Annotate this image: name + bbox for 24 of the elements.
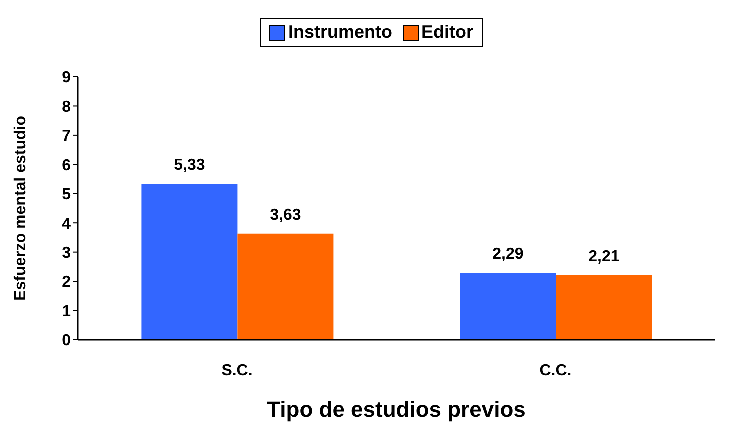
x-tick-label: C.C. <box>540 362 572 380</box>
bar <box>556 275 652 340</box>
y-axis-title: Esfuerzo mental estudio <box>12 116 30 301</box>
bar <box>460 273 556 340</box>
data-label: 5,33 <box>174 157 206 174</box>
y-tick-label: 2 <box>62 274 72 292</box>
bar <box>238 234 334 340</box>
data-label: 2,29 <box>492 246 524 264</box>
data-label: 2,21 <box>588 248 620 266</box>
bar <box>142 184 238 340</box>
y-tick-label: 3 <box>62 245 72 262</box>
y-tick-label: 0 <box>62 332 72 350</box>
x-axis-title: Tipo de estudios previos <box>267 397 526 422</box>
y-tick-label: 4 <box>62 216 72 233</box>
y-tick-label: 9 <box>62 70 72 87</box>
x-tick-label: S.C. <box>222 362 253 380</box>
legend-label: Editor <box>420 22 474 43</box>
y-tick-label: 7 <box>62 128 72 146</box>
y-tick-label: 8 <box>62 98 72 116</box>
y-tick-label: 5 <box>62 186 72 204</box>
y-tick-label: 1 <box>62 303 72 320</box>
y-tick-label: 6 <box>62 157 72 174</box>
legend-label: Instrumento <box>287 22 392 43</box>
data-label: 3,63 <box>270 206 302 224</box>
